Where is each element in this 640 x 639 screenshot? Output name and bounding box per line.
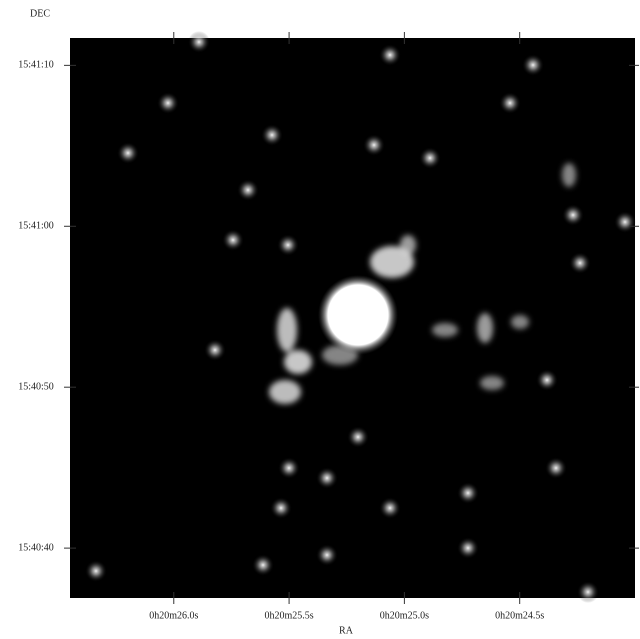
star (545, 457, 567, 479)
star (419, 147, 441, 169)
star (237, 179, 259, 201)
star (157, 92, 179, 114)
star (316, 544, 338, 566)
bright-source (318, 275, 398, 355)
y-axis-label: DEC (30, 8, 50, 19)
star (499, 92, 521, 114)
x-tick-label: 0h20m26.0s (149, 610, 198, 621)
y-tick-label: 15:41:10 (18, 60, 54, 71)
star (562, 204, 584, 226)
star (363, 134, 385, 156)
star (316, 467, 338, 489)
star (204, 339, 226, 361)
star (379, 44, 401, 66)
star (117, 142, 139, 164)
star (457, 482, 479, 504)
chart: 0h20m26.0s 0h20m25.5s 0h20m25.0s 0h20m24.5s… (0, 0, 640, 639)
x-axis-label: RA (339, 625, 354, 636)
y-tick-label: 15:40:50 (18, 381, 54, 392)
star (569, 252, 591, 274)
y-tick-label: 15:41:00 (18, 221, 54, 232)
x-tick-label: 0h20m25.5s (264, 610, 313, 621)
x-tick-label: 0h20m25.0s (380, 610, 429, 621)
star (379, 497, 401, 519)
star (277, 234, 299, 256)
star (614, 211, 636, 233)
star (577, 581, 599, 603)
star (457, 537, 479, 559)
star (222, 229, 244, 251)
y-tick-label: 15:40:40 (18, 542, 54, 553)
star (522, 54, 544, 76)
star (252, 554, 274, 576)
star (85, 560, 107, 582)
star (536, 369, 558, 391)
star (270, 497, 292, 519)
x-tick-label: 0h20m24.5s (495, 610, 544, 621)
star (188, 31, 210, 53)
star (347, 426, 369, 448)
star (278, 457, 300, 479)
star (261, 124, 283, 146)
